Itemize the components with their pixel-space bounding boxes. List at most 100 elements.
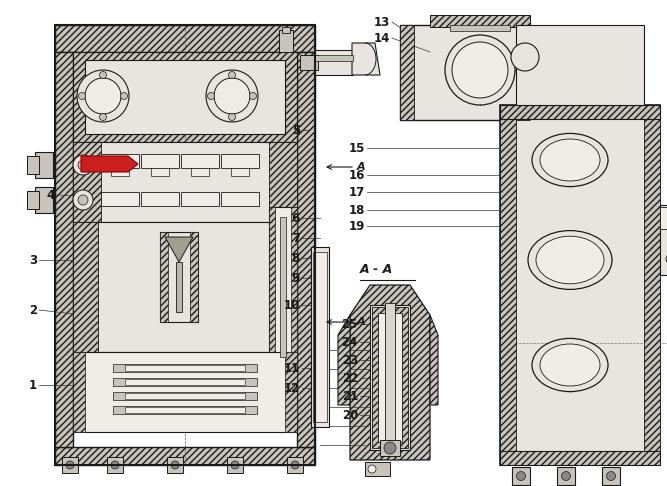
Bar: [55, 52, 73, 447]
Bar: [160, 232, 168, 322]
Bar: [516, 25, 530, 120]
Polygon shape: [350, 285, 430, 460]
Circle shape: [511, 43, 539, 71]
Bar: [272, 222, 297, 352]
Circle shape: [445, 35, 515, 105]
Text: 18: 18: [349, 204, 365, 216]
Bar: [27, 156, 39, 174]
Ellipse shape: [528, 230, 612, 289]
Bar: [660, 205, 667, 275]
Bar: [269, 142, 297, 222]
Text: 11: 11: [283, 362, 300, 375]
Bar: [279, 30, 293, 52]
Circle shape: [606, 471, 616, 481]
Circle shape: [207, 92, 215, 100]
Bar: [291, 207, 297, 367]
Bar: [113, 406, 257, 414]
Text: 6: 6: [291, 211, 300, 225]
Circle shape: [78, 160, 88, 170]
Bar: [35, 187, 53, 213]
Bar: [231, 168, 249, 176]
Bar: [285, 352, 297, 432]
Text: 16: 16: [349, 169, 365, 181]
Circle shape: [214, 78, 250, 114]
Bar: [516, 25, 644, 105]
Bar: [280, 217, 286, 357]
Circle shape: [99, 71, 107, 79]
Text: 17: 17: [349, 186, 365, 198]
Bar: [191, 168, 209, 176]
Text: 3: 3: [29, 254, 37, 266]
Bar: [141, 154, 179, 168]
Circle shape: [206, 70, 258, 122]
Circle shape: [78, 195, 88, 205]
Bar: [512, 467, 530, 485]
Bar: [644, 105, 660, 465]
Bar: [73, 142, 101, 222]
Bar: [385, 303, 395, 453]
Circle shape: [368, 465, 376, 473]
Bar: [660, 207, 667, 229]
Ellipse shape: [536, 236, 604, 284]
Text: 10: 10: [283, 298, 300, 312]
Circle shape: [79, 92, 85, 100]
Bar: [269, 207, 275, 367]
Circle shape: [171, 461, 179, 469]
Circle shape: [121, 92, 127, 100]
Bar: [313, 252, 327, 422]
Bar: [365, 462, 390, 476]
Bar: [167, 457, 183, 473]
Text: 13: 13: [374, 16, 390, 29]
Circle shape: [77, 70, 129, 122]
Bar: [181, 192, 219, 206]
Text: 8: 8: [291, 251, 300, 264]
Bar: [113, 364, 257, 372]
Text: 1: 1: [29, 379, 37, 392]
Bar: [380, 440, 400, 456]
Bar: [125, 379, 245, 385]
Bar: [125, 365, 245, 371]
Circle shape: [73, 190, 93, 210]
Text: A: A: [357, 317, 366, 327]
Bar: [73, 52, 297, 142]
Bar: [113, 392, 257, 400]
Text: 19: 19: [349, 220, 365, 232]
Circle shape: [229, 114, 235, 121]
Bar: [73, 222, 297, 352]
Bar: [55, 25, 315, 465]
Circle shape: [516, 471, 526, 481]
Bar: [227, 457, 243, 473]
Bar: [221, 154, 259, 168]
Circle shape: [666, 254, 667, 264]
Bar: [73, 222, 98, 352]
Circle shape: [229, 71, 235, 79]
Polygon shape: [81, 156, 138, 172]
Circle shape: [99, 114, 107, 121]
Bar: [151, 168, 169, 176]
Circle shape: [85, 78, 121, 114]
Ellipse shape: [532, 338, 608, 392]
Circle shape: [111, 461, 119, 469]
Bar: [181, 154, 219, 168]
Bar: [500, 105, 660, 119]
Bar: [269, 207, 297, 367]
Polygon shape: [338, 315, 350, 405]
Bar: [125, 407, 245, 413]
Circle shape: [249, 92, 257, 100]
Circle shape: [73, 155, 93, 175]
Bar: [282, 27, 290, 33]
Ellipse shape: [540, 344, 600, 386]
Bar: [315, 50, 353, 75]
Bar: [113, 378, 257, 386]
Text: 12: 12: [283, 382, 300, 395]
Text: 21: 21: [342, 389, 358, 402]
Bar: [55, 447, 315, 465]
Text: 22: 22: [342, 371, 358, 384]
Bar: [125, 393, 245, 399]
Bar: [221, 192, 259, 206]
Text: 9: 9: [291, 272, 300, 284]
Bar: [500, 105, 660, 465]
Bar: [500, 451, 660, 465]
Bar: [190, 232, 198, 322]
Circle shape: [384, 442, 396, 454]
